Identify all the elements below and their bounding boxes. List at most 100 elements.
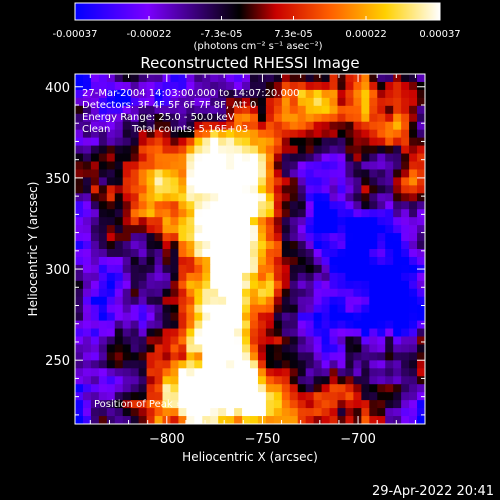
heatmap-cell: [329, 416, 339, 424]
heatmap-cell: [162, 201, 172, 210]
heatmap-cell: [146, 209, 156, 218]
heatmap-cell: [218, 233, 227, 242]
heatmap-cell: [194, 249, 203, 258]
heatmap-cell: [75, 193, 84, 202]
heatmap-cell: [289, 177, 299, 186]
heatmap-cell: [281, 201, 291, 210]
heatmap-cell: [122, 89, 132, 99]
heatmap-cell: [154, 241, 164, 250]
heatmap-cell: [281, 241, 291, 250]
heatmap-cell: [234, 336, 243, 346]
heatmap-cell: [321, 312, 331, 322]
heatmap-cell: [90, 137, 100, 147]
heatmap-cell: [122, 280, 132, 290]
heatmap-cell: [226, 241, 235, 250]
heatmap-cell: [226, 344, 235, 354]
heatmap-cell: [257, 129, 267, 139]
heatmap-cell: [250, 288, 259, 298]
heatmap-cell: [170, 121, 180, 131]
heatmap-cell: [305, 376, 315, 385]
colorbar-ticks: -0.00037 -0.00022 -7.3e-05 7.3e-05 0.00022 0.…: [53, 16, 461, 40]
heatmap-cell: [202, 145, 211, 155]
heatmap-cell: [353, 392, 362, 401]
heatmap-cell: [337, 161, 347, 171]
heatmap-cell: [114, 193, 124, 202]
heatmap-cell: [106, 296, 116, 306]
heatmap-cell: [242, 312, 251, 322]
heatmap-cell: [162, 217, 172, 226]
heatmap-cell: [305, 129, 315, 139]
heatmap-cell: [305, 264, 315, 274]
heatmap-cell: [369, 416, 378, 424]
heatmap-cell: [194, 256, 203, 266]
heatmap-cell: [329, 272, 339, 282]
heatmap-cell: [329, 129, 339, 139]
heatmap-cell: [250, 272, 259, 282]
heatmap-cell: [337, 360, 347, 369]
heatmap-cell: [313, 105, 323, 115]
heatmap-cell: [154, 129, 164, 139]
heatmap-cell: [226, 384, 235, 393]
heatmap-cell: [321, 193, 331, 202]
heatmap-cell: [345, 145, 355, 155]
heatmap-cell: [281, 376, 291, 385]
heatmap-cell: [226, 225, 235, 234]
heatmap-cell: [401, 416, 410, 424]
heatmap-cell: [98, 129, 108, 139]
heatmap-cell: [250, 344, 259, 354]
heatmap-cell: [234, 209, 243, 218]
heatmap-cell: [98, 328, 108, 338]
heatmap-cell: [273, 113, 283, 123]
heatmap-cell: [122, 312, 132, 322]
heatmap-cell: [305, 360, 315, 369]
heatmap-cell: [297, 121, 307, 131]
heatmap-cell: [202, 201, 211, 210]
heatmap-cell: [146, 193, 156, 202]
heatmap-cell: [337, 304, 347, 314]
heatmap-cell: [138, 169, 148, 179]
heatmap-cell: [345, 288, 355, 298]
heatmap-cell: [369, 145, 378, 155]
heatmap-cell: [265, 336, 275, 346]
heatmap-cell: [250, 312, 259, 322]
heatmap-cell: [369, 272, 378, 282]
heatmap-cell: [321, 233, 331, 242]
heatmap-cell: [281, 392, 291, 401]
colorbar-tick-label: 0.00022: [345, 29, 386, 40]
heatmap-cell: [242, 368, 251, 377]
heatmap-cell: [138, 400, 148, 409]
heatmap-cell: [114, 97, 124, 107]
heatmap-cell: [297, 193, 307, 202]
heatmap-cell: [281, 89, 291, 99]
heatmap-cell: [281, 264, 291, 274]
heatmap-cell: [218, 400, 227, 409]
heatmap-cell: [377, 249, 386, 258]
heatmap-cell: [409, 320, 418, 330]
heatmap-cell: [393, 264, 402, 274]
heatmap-cell: [154, 113, 164, 123]
heatmap-cell: [130, 249, 140, 258]
heatmap-cell: [321, 328, 331, 338]
heatmap-cell: [305, 233, 315, 242]
heatmap-cell: [122, 256, 132, 266]
heatmap-cell: [345, 169, 355, 179]
heatmap-cell: [257, 113, 267, 123]
heatmap-cell: [393, 296, 402, 306]
heatmap-cell: [361, 225, 370, 234]
heatmap-cell: [122, 185, 132, 194]
heatmap-cell: [385, 169, 394, 179]
heatmap-cell: [297, 105, 307, 115]
heatmap-cell: [162, 360, 172, 369]
heatmap-cell: [393, 336, 402, 346]
heatmap-cell: [353, 97, 362, 107]
heatmap-cell: [313, 74, 323, 83]
heatmap-cell: [297, 81, 307, 91]
heatmap-cell: [250, 177, 259, 186]
heatmap-cell: [361, 209, 370, 218]
heatmap-cell: [393, 233, 402, 242]
heatmap-cell: [138, 296, 148, 306]
heatmap-cell: [226, 320, 235, 330]
heatmap-cell: [242, 360, 251, 369]
heatmap-cell: [329, 400, 339, 409]
heatmap-cell: [305, 384, 315, 393]
